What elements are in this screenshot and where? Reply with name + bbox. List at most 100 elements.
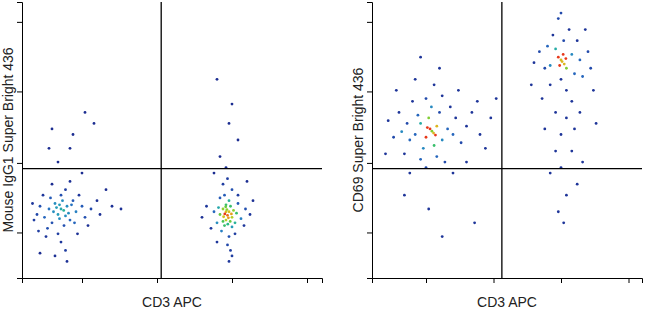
event-dot	[48, 208, 51, 211]
event-dot	[570, 150, 573, 153]
tick	[367, 232, 372, 233]
y-axis	[17, 3, 23, 279]
tick-mark	[232, 278, 233, 283]
event-dot	[438, 67, 441, 70]
event-dot	[237, 139, 240, 142]
event-dot	[213, 172, 216, 175]
event-dot	[414, 78, 417, 81]
event-dot	[222, 183, 225, 186]
event-dot	[558, 64, 561, 67]
event-dot	[42, 194, 45, 197]
event-dot	[66, 260, 69, 263]
tick	[367, 22, 372, 23]
panel: CD3 APCCD69 Super Bright 436	[350, 2, 643, 310]
event-dot	[93, 122, 96, 125]
event-dot	[565, 194, 568, 197]
axis-line	[367, 3, 373, 279]
event-dot	[552, 34, 555, 37]
event-dot	[426, 126, 429, 129]
event-dot	[64, 188, 67, 191]
tick	[82, 278, 83, 283]
event-dot	[70, 203, 73, 206]
event-dot	[61, 199, 64, 202]
event-dot	[58, 217, 61, 220]
event-dot	[546, 45, 549, 48]
event-dot	[231, 216, 234, 219]
event-dot	[45, 235, 48, 238]
tick-mark	[561, 278, 562, 283]
event-dot	[217, 206, 220, 209]
tick-mark	[17, 232, 22, 233]
event-dot	[465, 125, 468, 128]
event-dot	[584, 28, 587, 31]
event-dot	[219, 197, 222, 200]
event-dot	[216, 78, 219, 81]
event-dot	[54, 202, 57, 205]
tick-mark	[157, 278, 158, 283]
event-dot	[120, 208, 123, 211]
event-dot	[37, 230, 40, 233]
event-dot	[69, 180, 72, 183]
tick	[561, 278, 562, 283]
event-dot	[78, 194, 81, 197]
event-dot	[222, 208, 225, 211]
event-dot	[87, 224, 90, 227]
event-dot	[403, 152, 406, 155]
event-dot	[543, 128, 546, 131]
event-dot	[411, 100, 414, 103]
event-dot	[560, 12, 563, 15]
event-dot	[240, 217, 243, 220]
event-dot	[60, 241, 63, 244]
tick-mark	[367, 91, 372, 92]
event-dot	[384, 152, 387, 155]
event-dot	[219, 213, 222, 216]
event-dot	[244, 208, 247, 211]
event-dot	[438, 111, 441, 114]
tick	[17, 232, 22, 233]
event-dot	[230, 213, 233, 216]
tick	[629, 278, 630, 283]
tick-mark	[307, 278, 308, 283]
event-dot	[90, 208, 93, 211]
event-dot	[226, 243, 229, 246]
event-dot	[39, 205, 42, 208]
event-dot	[398, 111, 401, 114]
event-dot	[435, 155, 438, 158]
tick-mark	[367, 232, 372, 233]
event-dot	[473, 221, 476, 224]
event-dot	[554, 150, 557, 153]
event-dot	[219, 155, 222, 158]
event-dot	[557, 17, 560, 20]
event-dot	[229, 249, 232, 252]
event-dot	[465, 161, 468, 164]
event-dot	[220, 230, 223, 233]
event-dot	[249, 213, 252, 216]
event-dot	[216, 241, 219, 244]
event-dot	[576, 183, 579, 186]
quadrant-line	[22, 168, 322, 169]
event-dot	[533, 61, 536, 64]
event-dot	[213, 210, 216, 213]
x-axis	[23, 278, 323, 283]
event-dot	[210, 227, 213, 230]
event-dot	[234, 221, 237, 224]
event-dot	[565, 67, 568, 70]
event-dot	[573, 72, 576, 75]
event-dot	[39, 252, 42, 255]
event-dot	[419, 122, 422, 125]
tick	[494, 278, 495, 283]
tick-mark	[82, 278, 83, 283]
event-dot	[479, 133, 482, 136]
tick-mark	[494, 278, 495, 283]
event-dot	[560, 78, 563, 81]
tick	[17, 22, 22, 23]
event-dot	[73, 221, 76, 224]
event-dot	[570, 100, 573, 103]
event-dot	[449, 105, 452, 108]
event-dot	[57, 213, 60, 216]
event-dot	[60, 208, 63, 211]
axis-line	[23, 279, 323, 284]
event-dot	[489, 117, 492, 120]
tick-mark	[17, 163, 22, 164]
y-axis	[367, 3, 373, 279]
